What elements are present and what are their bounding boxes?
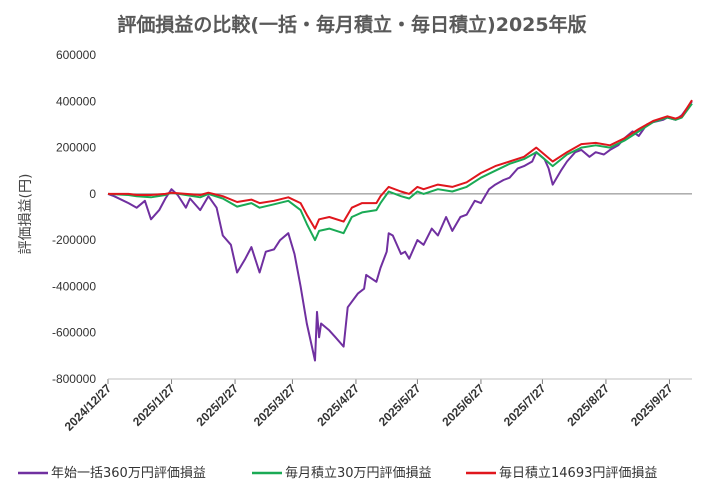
legend-label: 毎月積立30万円評価損益: [285, 465, 432, 481]
series-line-3: [108, 99, 693, 230]
x-axis-ticks: 2024/12/27 2025/1/27 2025/2/27 2025/3/27 202…: [62, 379, 676, 434]
x-tick-label: 2025/2/27: [194, 381, 242, 429]
x-tick-label: 2025/1/27: [130, 381, 178, 429]
series-line-2: [107, 103, 693, 242]
y-tick-label: 200000: [56, 141, 96, 155]
x-tick-label: 2025/3/27: [251, 381, 299, 429]
legend-label: 毎日積立14693円評価損益: [499, 465, 657, 481]
y-tick-label: -800000: [52, 372, 96, 386]
x-tick-label: 2025/6/27: [439, 381, 487, 429]
y-tick-label: -400000: [52, 279, 96, 293]
x-tick-label: 2025/5/27: [376, 381, 424, 429]
x-tick-label: 2025/4/27: [314, 381, 362, 429]
y-tick-label: -600000: [52, 326, 96, 340]
x-tick-label: 2025/9/27: [628, 381, 676, 429]
chart-title: 評価損益の比較(一括・毎月積立・毎日積立)2025年版: [117, 13, 586, 36]
legend: 年始一括360万円評価損益 毎月積立30万円評価損益 毎日積立14693円評価損益: [18, 465, 657, 481]
y-axis-label: 評価損益(円): [18, 174, 34, 255]
legend-label: 年始一括360万円評価損益: [51, 466, 206, 481]
axes: [108, 193, 692, 380]
y-tick-label: 0: [89, 187, 96, 201]
y-tick-label: 600000: [56, 48, 96, 62]
y-tick-label: 400000: [56, 94, 96, 108]
y-axis-ticks: 600000 400000 200000 0 -200000 -400000 -600000…: [52, 48, 96, 386]
y-tick-label: -200000: [52, 233, 96, 247]
series-line-1: [107, 100, 693, 362]
x-tick-label: 2025/7/27: [501, 381, 549, 429]
x-tick-label: 2024/12/27: [62, 381, 115, 434]
x-tick-label: 2025/8/27: [564, 381, 612, 429]
series-lines: [107, 99, 693, 362]
